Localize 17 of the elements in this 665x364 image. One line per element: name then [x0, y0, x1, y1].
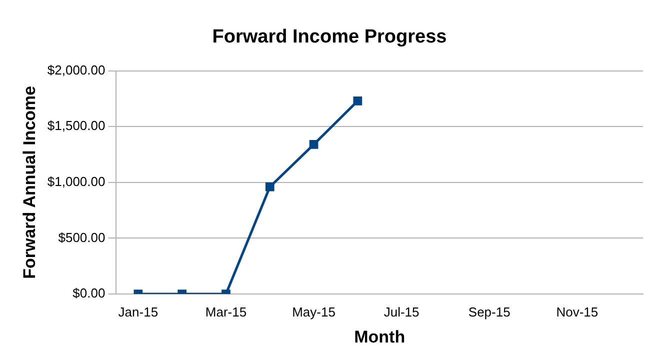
chart-title: Forward Income Progress: [212, 26, 447, 48]
x-tick-label: Jan-15: [118, 304, 158, 320]
y-tick-label: $1,000.00: [47, 174, 106, 189]
y-tick-label: $2,000.00: [47, 62, 106, 78]
x-tick-label: May-15: [292, 304, 336, 320]
x-tick-label: Mar-15: [205, 304, 247, 320]
x-tick-label: Jul-15: [384, 304, 420, 320]
point: [353, 96, 362, 106]
y-tick-label: $0.00: [72, 286, 106, 301]
x-axis-title: Month: [354, 327, 406, 346]
x-tick-label: Sep-15: [468, 304, 510, 320]
y-tick-label: $1,500.00: [47, 118, 106, 134]
point: [265, 182, 274, 192]
y-tick-label: $500.00: [58, 230, 106, 245]
y-axis-title: Forward Annual Income: [20, 86, 39, 279]
point: [309, 140, 318, 149]
x-tick-label: Nov-15: [556, 304, 598, 320]
